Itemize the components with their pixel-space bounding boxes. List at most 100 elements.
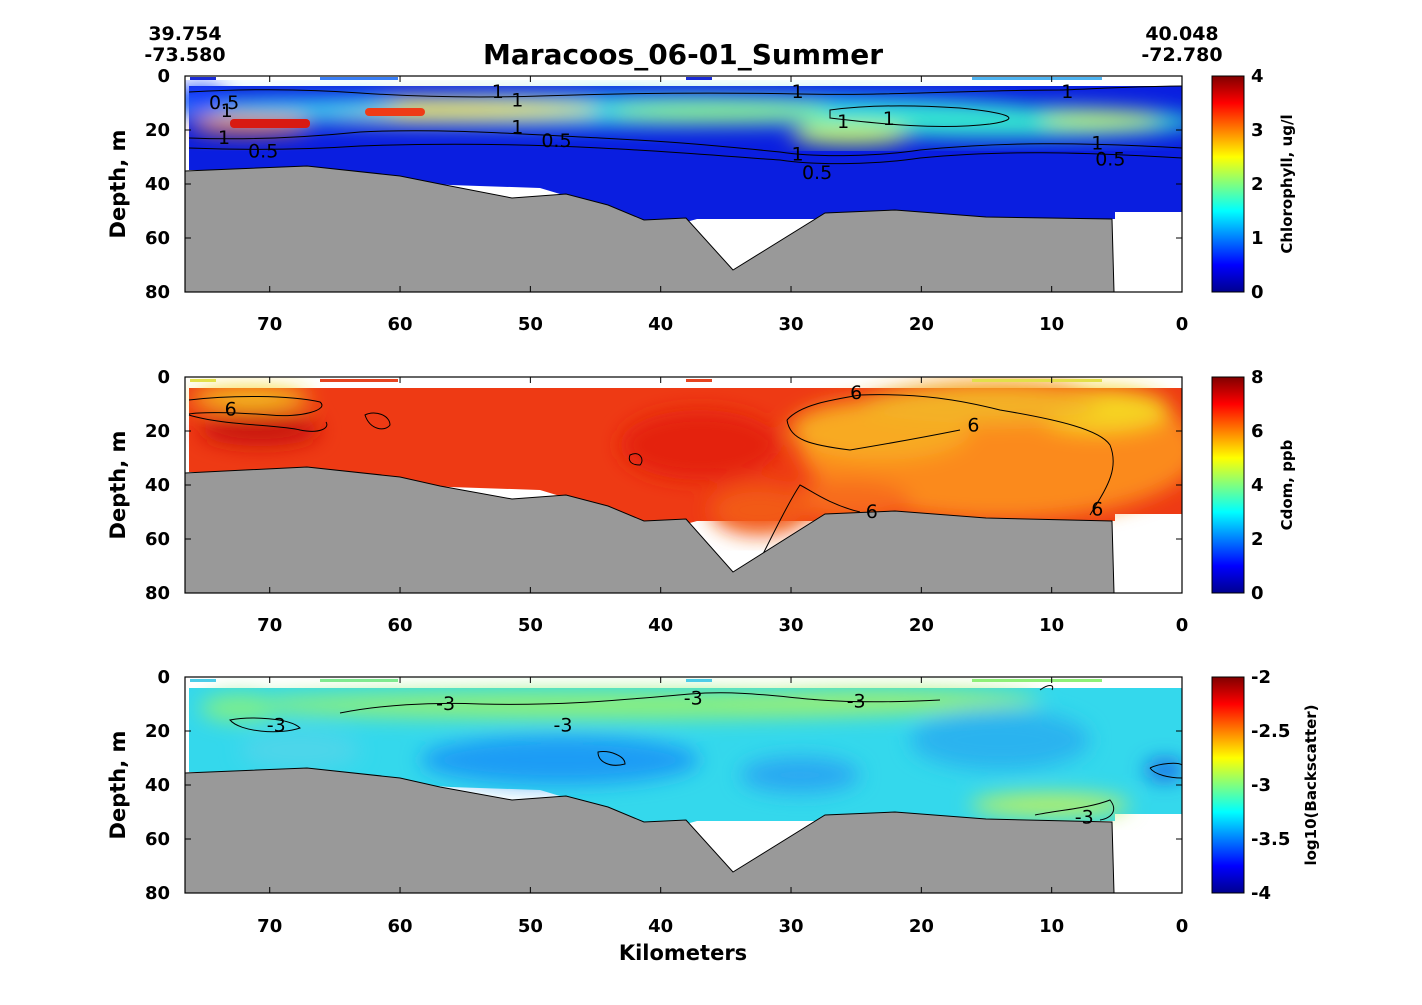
- colorbar-ticks: -4 -3.5 -3 -2.5 -2: [1251, 667, 1290, 904]
- contour-label: 1: [883, 108, 895, 130]
- x-tick-label: 60: [388, 314, 413, 335]
- colorbar: [1211, 75, 1245, 293]
- x-tick-label: 70: [257, 615, 282, 636]
- cbar-tick-label: 4: [1251, 475, 1264, 496]
- contour-label: 6: [967, 415, 979, 437]
- cbar-tick-label: 2: [1251, 529, 1264, 550]
- colorbar-ticks: 0 1 2 3 4: [1251, 66, 1264, 303]
- start-lon: -73.580: [144, 44, 225, 66]
- y-tick-label: 20: [145, 421, 170, 442]
- y-tick-label: 40: [145, 775, 170, 796]
- contour-label: 1: [837, 111, 849, 133]
- x-tick-label: 30: [778, 615, 803, 636]
- x-ticks: 70 60 50 40 30 20 10 0: [185, 376, 1188, 636]
- contour-label: 0.5: [541, 130, 571, 152]
- y-ticks: 0 20 40 60 80: [145, 667, 170, 904]
- y-axis-label: Depth, m: [106, 130, 130, 239]
- panel-backscatter: -3 -3 -3 -3 -3 -3 0 20 40 60 80 70 60 50 40 30 20 1…: [106, 667, 1320, 937]
- x-tick-label: 10: [1039, 314, 1064, 335]
- x-tick-label: 40: [648, 615, 673, 636]
- backscatter-field-blobs: [200, 690, 1182, 817]
- contour-label: 1: [791, 81, 803, 103]
- y-tick-label: 60: [145, 529, 170, 550]
- colorbar: [1211, 676, 1245, 894]
- y-tick-label: 80: [145, 282, 170, 303]
- cdom-field-blobs: [190, 380, 1182, 535]
- contour-label: 1: [492, 81, 504, 103]
- x-ticks: 70 60 50 40 30 20 10 0: [185, 676, 1188, 937]
- start-lat: 39.754: [148, 23, 221, 45]
- y-tick-label: 20: [145, 721, 170, 742]
- cbar-tick-label: -2: [1251, 667, 1271, 688]
- contour-lines: [229, 685, 1182, 821]
- contour-label: -3: [436, 693, 455, 715]
- y-tick-label: 40: [145, 174, 170, 195]
- x-tick-label: 20: [909, 314, 934, 335]
- colorbar-label: Cdom, ppb: [1278, 439, 1296, 530]
- chart-title: Maracoos_06-01_Summer: [483, 38, 883, 71]
- cbar-tick-label: 2: [1251, 174, 1264, 195]
- contour-label: 0.5: [802, 162, 832, 184]
- y-tick-label: 0: [157, 66, 170, 87]
- contour-label: -3: [684, 688, 703, 710]
- y-tick-label: 0: [157, 667, 170, 688]
- contour-labels: 6 6 6 6 6: [225, 382, 1104, 523]
- end-lat: 40.048: [1145, 23, 1218, 45]
- contour-label: 1: [221, 100, 233, 122]
- contour-label: 1: [1061, 81, 1073, 103]
- contour-label: 1: [791, 143, 803, 165]
- y-axis-label: Depth, m: [106, 431, 130, 540]
- x-ticks: 70 60 50 40 30 20 10 0: [185, 75, 1189, 335]
- cbar-tick-label: 0: [1251, 583, 1264, 604]
- colorbar-label: log10(Backscatter): [1302, 704, 1320, 865]
- x-tick-label: 50: [518, 615, 543, 636]
- x-tick-label: 40: [648, 314, 673, 335]
- cbar-tick-label: 4: [1251, 66, 1264, 87]
- cbar-tick-label: 8: [1251, 367, 1264, 388]
- x-tick-label: 50: [518, 916, 543, 937]
- cbar-tick-label: -3.5: [1251, 829, 1290, 850]
- seafloor: [184, 767, 1115, 894]
- contour-label: -3: [553, 715, 572, 737]
- x-tick-label: 30: [778, 916, 803, 937]
- cbar-tick-label: 3: [1251, 120, 1264, 141]
- y-tick-label: 0: [157, 367, 170, 388]
- contour-label: -3: [847, 690, 866, 712]
- y-tick-label: 80: [145, 883, 170, 904]
- contour-label: 1: [218, 127, 230, 149]
- seafloor: [184, 165, 1115, 293]
- contour-label: -3: [267, 715, 286, 737]
- contour-label: 6: [866, 501, 878, 523]
- y-tick-label: 60: [145, 228, 170, 249]
- x-tick-label: 0: [1176, 314, 1189, 335]
- chl-field-blobs: [185, 86, 1182, 145]
- cbar-tick-label: -3: [1251, 775, 1271, 796]
- x-tick-label: 70: [257, 916, 282, 937]
- x-tick-label: 20: [909, 615, 934, 636]
- contour-label: -3: [1075, 806, 1094, 828]
- x-tick-label: 20: [909, 916, 934, 937]
- x-tick-label: 70: [257, 314, 282, 335]
- x-tick-label: 50: [518, 314, 543, 335]
- contour-label: 0.5: [1095, 149, 1125, 171]
- cbar-tick-label: 0: [1251, 282, 1264, 303]
- colorbar-label: Chlorophyll, ug/l: [1278, 114, 1296, 253]
- contour-lines: [188, 85, 1182, 165]
- colorbar: [1211, 376, 1245, 594]
- contour-label: 6: [225, 398, 237, 420]
- cbar-tick-label: 1: [1251, 228, 1264, 249]
- x-tick-label: 10: [1039, 615, 1064, 636]
- x-tick-label: 40: [648, 916, 673, 937]
- contour-label: 6: [850, 382, 862, 404]
- contour-label: 0.5: [209, 92, 239, 114]
- cbar-tick-label: -2.5: [1251, 721, 1290, 742]
- contour-label: 1: [511, 89, 523, 111]
- contour-label: 0.5: [248, 141, 278, 163]
- colorbar-ticks: 0 2 4 6 8: [1251, 367, 1264, 604]
- contour-label: 1: [1091, 133, 1103, 155]
- x-axis-label: Kilometers: [619, 941, 747, 965]
